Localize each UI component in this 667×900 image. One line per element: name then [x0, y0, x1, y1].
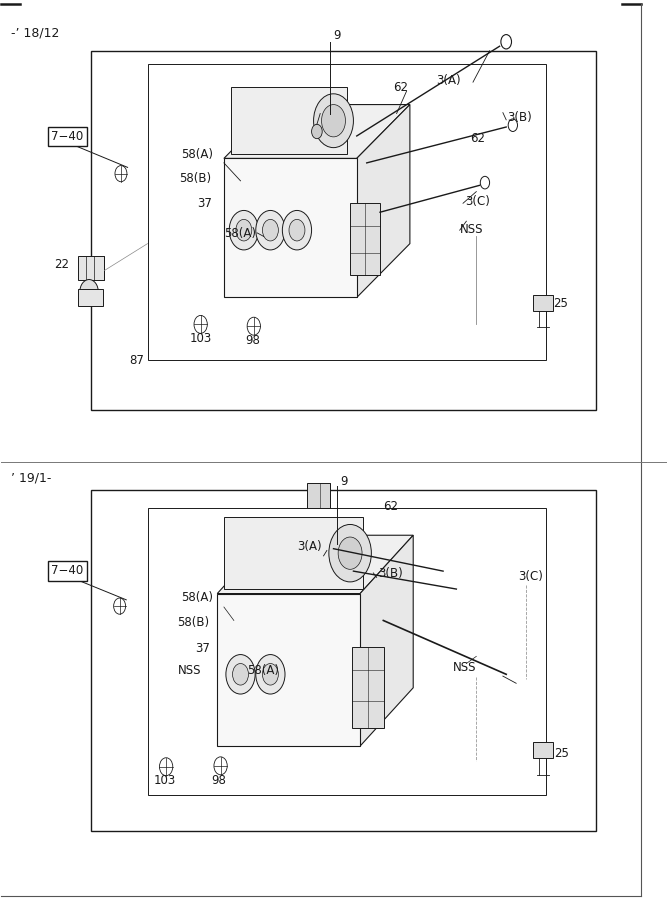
Circle shape — [236, 220, 252, 241]
Text: NSS: NSS — [177, 664, 201, 677]
Bar — [533, 742, 553, 758]
Text: 58(A): 58(A) — [181, 148, 213, 161]
Text: 58(A): 58(A) — [181, 591, 213, 604]
Bar — [147, 64, 546, 360]
Text: 9: 9 — [334, 29, 341, 41]
Text: ’ 19/1-: ’ 19/1- — [11, 471, 52, 484]
Bar — [91, 50, 596, 410]
Circle shape — [80, 280, 98, 304]
Text: 3(A): 3(A) — [297, 540, 321, 554]
Text: 3(B): 3(B) — [378, 567, 403, 580]
Polygon shape — [224, 104, 410, 158]
Text: 87: 87 — [129, 354, 144, 366]
Bar — [307, 483, 330, 508]
Text: 58(B): 58(B) — [177, 616, 209, 629]
Bar — [78, 256, 104, 280]
Text: 25: 25 — [553, 297, 568, 310]
Bar — [217, 594, 360, 746]
Bar — [224, 158, 357, 298]
Text: 7−40: 7−40 — [51, 564, 83, 578]
Polygon shape — [360, 536, 414, 746]
Bar — [91, 491, 596, 832]
Circle shape — [338, 537, 362, 570]
Circle shape — [329, 525, 372, 582]
Circle shape — [313, 94, 354, 148]
Circle shape — [229, 211, 258, 250]
Polygon shape — [217, 536, 414, 594]
Text: NSS: NSS — [453, 662, 476, 674]
Text: 3(C): 3(C) — [465, 194, 490, 208]
Bar — [350, 203, 380, 275]
Text: 62: 62 — [470, 132, 485, 145]
Text: 3(B): 3(B) — [508, 112, 532, 124]
Bar — [231, 86, 347, 154]
Text: 3(C): 3(C) — [518, 570, 543, 583]
Text: 98: 98 — [245, 334, 260, 346]
Circle shape — [255, 654, 285, 694]
Text: 37: 37 — [197, 196, 212, 210]
Circle shape — [321, 104, 346, 137]
Text: 9: 9 — [340, 474, 348, 488]
Text: 58(A): 58(A) — [247, 664, 279, 677]
Text: 37: 37 — [195, 642, 210, 654]
Circle shape — [282, 211, 311, 250]
Polygon shape — [357, 104, 410, 298]
Circle shape — [262, 663, 278, 685]
Text: 58(A): 58(A) — [224, 227, 256, 240]
Text: 62: 62 — [384, 500, 398, 513]
Text: 58(B): 58(B) — [179, 172, 211, 185]
Circle shape — [311, 124, 322, 139]
Text: -’ 18/12: -’ 18/12 — [11, 26, 60, 39]
Circle shape — [262, 220, 278, 241]
Bar — [147, 508, 546, 796]
Text: 25: 25 — [554, 746, 569, 760]
Text: 3(A): 3(A) — [436, 74, 461, 86]
Circle shape — [226, 654, 255, 694]
Text: 103: 103 — [189, 332, 211, 345]
Circle shape — [233, 663, 249, 685]
Circle shape — [289, 220, 305, 241]
Text: 7−40: 7−40 — [51, 130, 83, 143]
Text: 22: 22 — [55, 257, 69, 271]
Text: 103: 103 — [154, 774, 176, 788]
Circle shape — [255, 211, 285, 250]
Bar — [352, 647, 384, 728]
Bar — [533, 295, 553, 310]
Text: 62: 62 — [394, 81, 408, 94]
Text: 98: 98 — [211, 774, 226, 788]
Bar — [78, 289, 103, 306]
Text: NSS: NSS — [460, 223, 483, 237]
Bar — [224, 518, 364, 590]
